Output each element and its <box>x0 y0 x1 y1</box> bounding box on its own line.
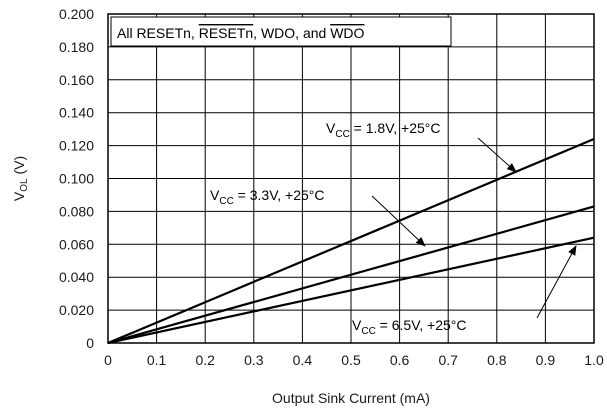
series-line-2 <box>107 205 595 345</box>
x-tick-label: 0.7 <box>438 352 458 368</box>
x-tick-label: 0.4 <box>293 352 313 368</box>
x-tick-label: 0.8 <box>487 352 507 368</box>
y-tick-labels: 0 0.020 0.040 0.060 0.080 0.100 0.120 0.140 0.16… <box>59 6 94 351</box>
y-axis-label-tail: (V) <box>11 156 27 179</box>
x-tick-label: 0.2 <box>195 352 215 368</box>
legend-text-part: All RESETn, <box>117 25 199 41</box>
x-tick-label: 1.0 <box>584 352 604 368</box>
y-tick-label: 0 <box>86 335 94 351</box>
x-tick-label: 0.6 <box>390 352 410 368</box>
y-tick-label: 0.120 <box>59 138 94 154</box>
plot-frame <box>107 13 595 344</box>
series-line-1 <box>107 138 595 345</box>
y-axis-label-sub: OL <box>19 178 30 192</box>
y-axis-label-main: V <box>11 191 27 201</box>
y-tick-label: 0.180 <box>59 39 94 55</box>
gridlines <box>108 14 594 343</box>
series-line-3 <box>107 236 595 345</box>
y-tick-label: 0.140 <box>59 105 94 121</box>
series-label-2: VCC = 3.3V, +25°C <box>210 187 325 207</box>
y-axis-label: VOL (V) <box>11 156 30 201</box>
legend-text-part: , WDO, and <box>253 25 330 41</box>
y-tick-label: 0.020 <box>59 302 94 318</box>
y-tick-label: 0.100 <box>59 171 94 187</box>
legend-box-text: All RESETn, RESETn, WDO, and WDO <box>117 25 365 41</box>
x-axis-label: Output Sink Current (mA) <box>272 390 430 406</box>
x-tick-label: 0.3 <box>244 352 264 368</box>
series-annotations: VCC = 1.8V, +25°C VCC = 3.3V, +25°C VCC = … <box>210 120 577 337</box>
x-tick-labels: 0 0.1 0.2 0.3 0.4 0.5 0.6 0.7 0.8 0.9 1.0 <box>104 352 604 368</box>
legend-box-frame <box>110 16 452 47</box>
legend-text-overlined: WDO <box>330 25 364 41</box>
series-label-1: VCC = 1.8V, +25°C <box>326 120 441 140</box>
data-series <box>107 138 595 345</box>
x-tick-label: 0 <box>104 352 112 368</box>
legend-box: All RESETn, RESETn, WDO, and WDO <box>110 16 452 47</box>
x-tick-label: 0.1 <box>147 352 167 368</box>
series-label-arrow-1 <box>477 137 517 173</box>
y-tick-label: 0.060 <box>59 236 94 252</box>
series-label-arrow-2 <box>371 195 426 247</box>
series-label-arrow-3 <box>536 245 577 319</box>
y-tick-label: 0.080 <box>59 203 94 219</box>
legend-text-overlined: RESETn <box>199 25 253 41</box>
x-tick-label: 0.9 <box>536 352 556 368</box>
y-tick-label: 0.200 <box>59 6 94 22</box>
series-label-3: VCC = 6.5V, +25°C <box>352 317 467 337</box>
y-tick-label: 0.040 <box>59 269 94 285</box>
x-tick-label: 0.5 <box>341 352 361 368</box>
y-tick-label: 0.160 <box>59 72 94 88</box>
